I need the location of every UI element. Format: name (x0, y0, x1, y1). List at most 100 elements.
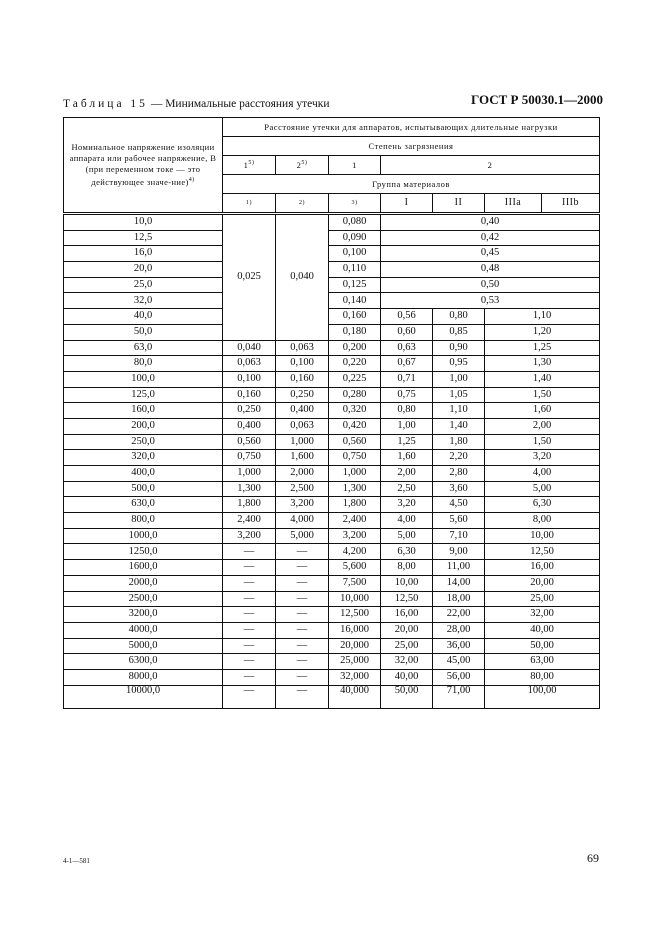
table-cell: 63,00 (484, 653, 600, 670)
table-cell: 2,00 (484, 417, 600, 435)
table-cell: 11,00 (432, 559, 485, 576)
voltage-cell: 200,0 (63, 417, 223, 435)
table-row: 50,0 0,180 0,60 0,85 1,20 (63, 323, 600, 341)
table-cell: — (222, 684, 276, 709)
table-row: 80,0 0,063 0,100 0,220 0,67 0,95 1,30 (63, 355, 600, 372)
table-cell: 0,71 (380, 370, 433, 388)
voltage-cell: 1250,0 (63, 543, 223, 561)
table-cell: 16,00 (484, 559, 600, 576)
material-group: IIIa (484, 193, 542, 214)
table-cell: — (222, 559, 276, 576)
creepage-header: Расстояние утечки для аппаратов, испытыв… (222, 117, 600, 137)
table-cell: 5,600 (328, 559, 381, 576)
table-cell: 0,85 (432, 323, 485, 341)
table-cell: 45,00 (432, 653, 485, 670)
table-cell: 0,400 (222, 417, 276, 435)
table-cell: 10,000 (328, 590, 381, 608)
table-cell: 4,200 (328, 543, 381, 561)
voltage-cell: 50,0 (63, 323, 223, 341)
table-row: 200,0 0,400 0,063 0,420 1,00 1,40 2,00 (63, 417, 600, 435)
table-row: 8000,0— —32,000 40,00 56,00 80,00 (63, 668, 600, 686)
table-row: 1600,0— —5,600 8,00 11,00 16,00 (63, 559, 600, 576)
table-cell: 0,90 (432, 339, 485, 357)
table-cell: 71,00 (432, 684, 485, 709)
table-cell: 1,000 (275, 433, 329, 451)
table-cell: — (222, 653, 276, 670)
table-cell: 16,000 (328, 621, 381, 639)
table-cell: 1,60 (380, 449, 433, 466)
voltage-cell: 3200,0 (63, 606, 223, 623)
table-row: 160,0 0,250 0,400 0,320 0,80 1,10 1,60 (63, 402, 600, 419)
table-cell: 1,50 (484, 386, 600, 404)
table-cell: 1,40 (484, 370, 600, 388)
table-cell: 3,60 (432, 480, 485, 498)
table-row: 10,0 0,025 0,040 0,080 0,40 (63, 212, 600, 341)
table-cell: 2,000 (275, 465, 329, 482)
table-cell: 0,225 (328, 370, 381, 388)
table-cell: 0,040 (222, 339, 276, 357)
table-cell: 2,400 (222, 512, 276, 529)
table-cell: 0,063 (275, 417, 329, 435)
table-cell: 0,80 (432, 308, 485, 325)
table-row: 6300,0— —25,000 32,00 45,00 63,00 (63, 653, 600, 670)
table-cell: 0,063 (222, 355, 276, 372)
table-cell: 3,200 (275, 496, 329, 514)
table-cell: 3,20 (380, 496, 433, 514)
table-cell: 1,05 (432, 386, 485, 404)
merged-cell: 0,025 (222, 212, 276, 341)
table-cell: 28,00 (432, 621, 485, 639)
table-cell: — (275, 574, 329, 592)
table-cell: 32,000 (328, 668, 381, 686)
table-cell: 1,80 (432, 433, 485, 451)
table-cell: 7,500 (328, 574, 381, 592)
table-cell: 0,080 (328, 212, 381, 231)
table-cell: 0,140 (328, 292, 381, 310)
table-cell: 1,60 (484, 402, 600, 419)
table-cell: 0,42 (380, 229, 600, 247)
table-cell: 0,063 (275, 339, 329, 357)
table-cell: 0,560 (328, 433, 381, 451)
table-cell: 10,00 (484, 527, 600, 545)
table-cell: 1,300 (328, 480, 381, 498)
voltage-cell: 20,0 (63, 261, 223, 278)
table-cell: 0,200 (328, 339, 381, 357)
table-cell: 50,00 (484, 637, 600, 655)
table-cell: 0,40 (380, 212, 600, 231)
table-cell: 1,50 (484, 433, 600, 451)
table-cell: — (275, 668, 329, 686)
table-cell: 16,00 (380, 606, 433, 623)
table-cell: 9,00 (432, 543, 485, 561)
pollution-header: Степень загрязнения (222, 136, 600, 156)
voltage-cell: 8000,0 (63, 668, 223, 686)
voltage-cell: 12,5 (63, 229, 223, 247)
material-group: 1) (222, 193, 276, 214)
table-cell: 4,000 (275, 512, 329, 529)
table-cell: 0,100 (222, 370, 276, 388)
table-cell: 20,000 (328, 637, 381, 655)
table-caption: Таблица 15 — Минимальные расстояния утеч… (63, 98, 329, 110)
table-cell: 14,00 (432, 574, 485, 592)
table-cell: 0,95 (432, 355, 485, 372)
table-cell: 8,00 (484, 512, 600, 529)
table-cell: 0,48 (380, 261, 600, 278)
table-cell: — (222, 574, 276, 592)
table-cell: 0,560 (222, 433, 276, 451)
table-cell: 25,000 (328, 653, 381, 670)
table-row: 25,0 0,125 0,50 (63, 276, 600, 294)
table-cell: — (275, 684, 329, 709)
table-cell: 12,50 (380, 590, 433, 608)
table-cell: 0,250 (222, 402, 276, 419)
table-title: — Минимальные расстояния утечки (147, 98, 330, 110)
table-cell: 2,80 (432, 465, 485, 482)
voltage-cell: 6300,0 (63, 653, 223, 670)
table-cell: 2,500 (275, 480, 329, 498)
table-cell: 0,750 (222, 449, 276, 466)
table-row: 500,0 1,300 2,500 1,300 2,50 3,60 5,00 (63, 480, 600, 498)
voltage-cell: 10,0 (63, 212, 223, 231)
material-group-header: Группа материалов (222, 174, 600, 194)
table-cell: — (222, 543, 276, 561)
table-row: 4000,0— —16,000 20,00 28,00 40,00 (63, 621, 600, 639)
voltage-cell: 1000,0 (63, 527, 223, 545)
table-cell: 0,160 (275, 370, 329, 388)
material-group: IIIb (541, 193, 600, 214)
